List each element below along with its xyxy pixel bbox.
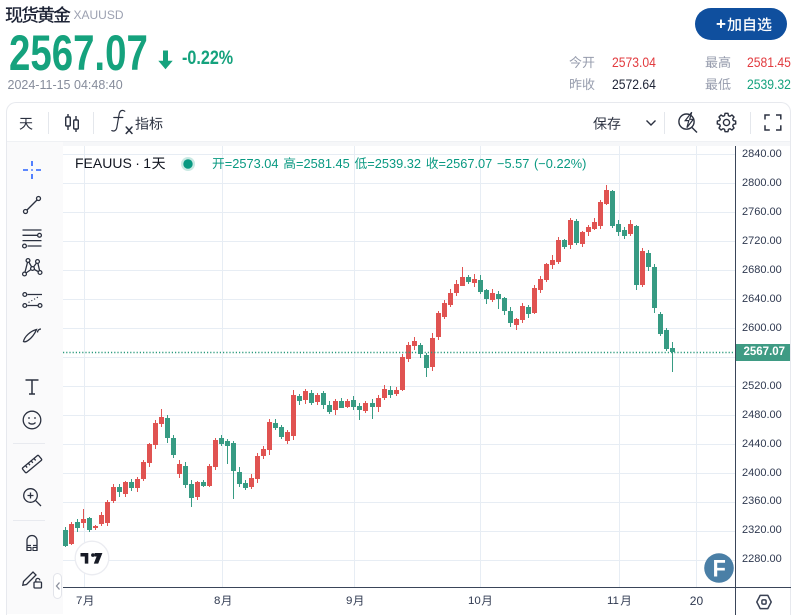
svg-text:1: 1 bbox=[143, 155, 151, 171]
svg-text:9: 9 bbox=[346, 595, 352, 607]
svg-text:=2581.45: =2581.45 bbox=[296, 156, 350, 171]
svg-text:FEAUUS: FEAUUS bbox=[75, 155, 132, 171]
svg-text:F: F bbox=[713, 554, 726, 581]
svg-text:+: + bbox=[716, 15, 726, 34]
svg-text:·: · bbox=[135, 155, 140, 171]
svg-text:8: 8 bbox=[214, 595, 220, 607]
svg-text:=2567.07: =2567.07 bbox=[439, 156, 493, 171]
svg-text:7: 7 bbox=[76, 595, 82, 607]
svg-text:=2539.32: =2539.32 bbox=[367, 156, 421, 171]
svg-text:(−0.22%): (−0.22%) bbox=[534, 156, 586, 171]
svg-text:−5.57: −5.57 bbox=[497, 156, 529, 171]
svg-text:=2573.04: =2573.04 bbox=[225, 156, 279, 171]
svg-text:10: 10 bbox=[468, 595, 481, 607]
svg-text:11: 11 bbox=[607, 595, 619, 607]
